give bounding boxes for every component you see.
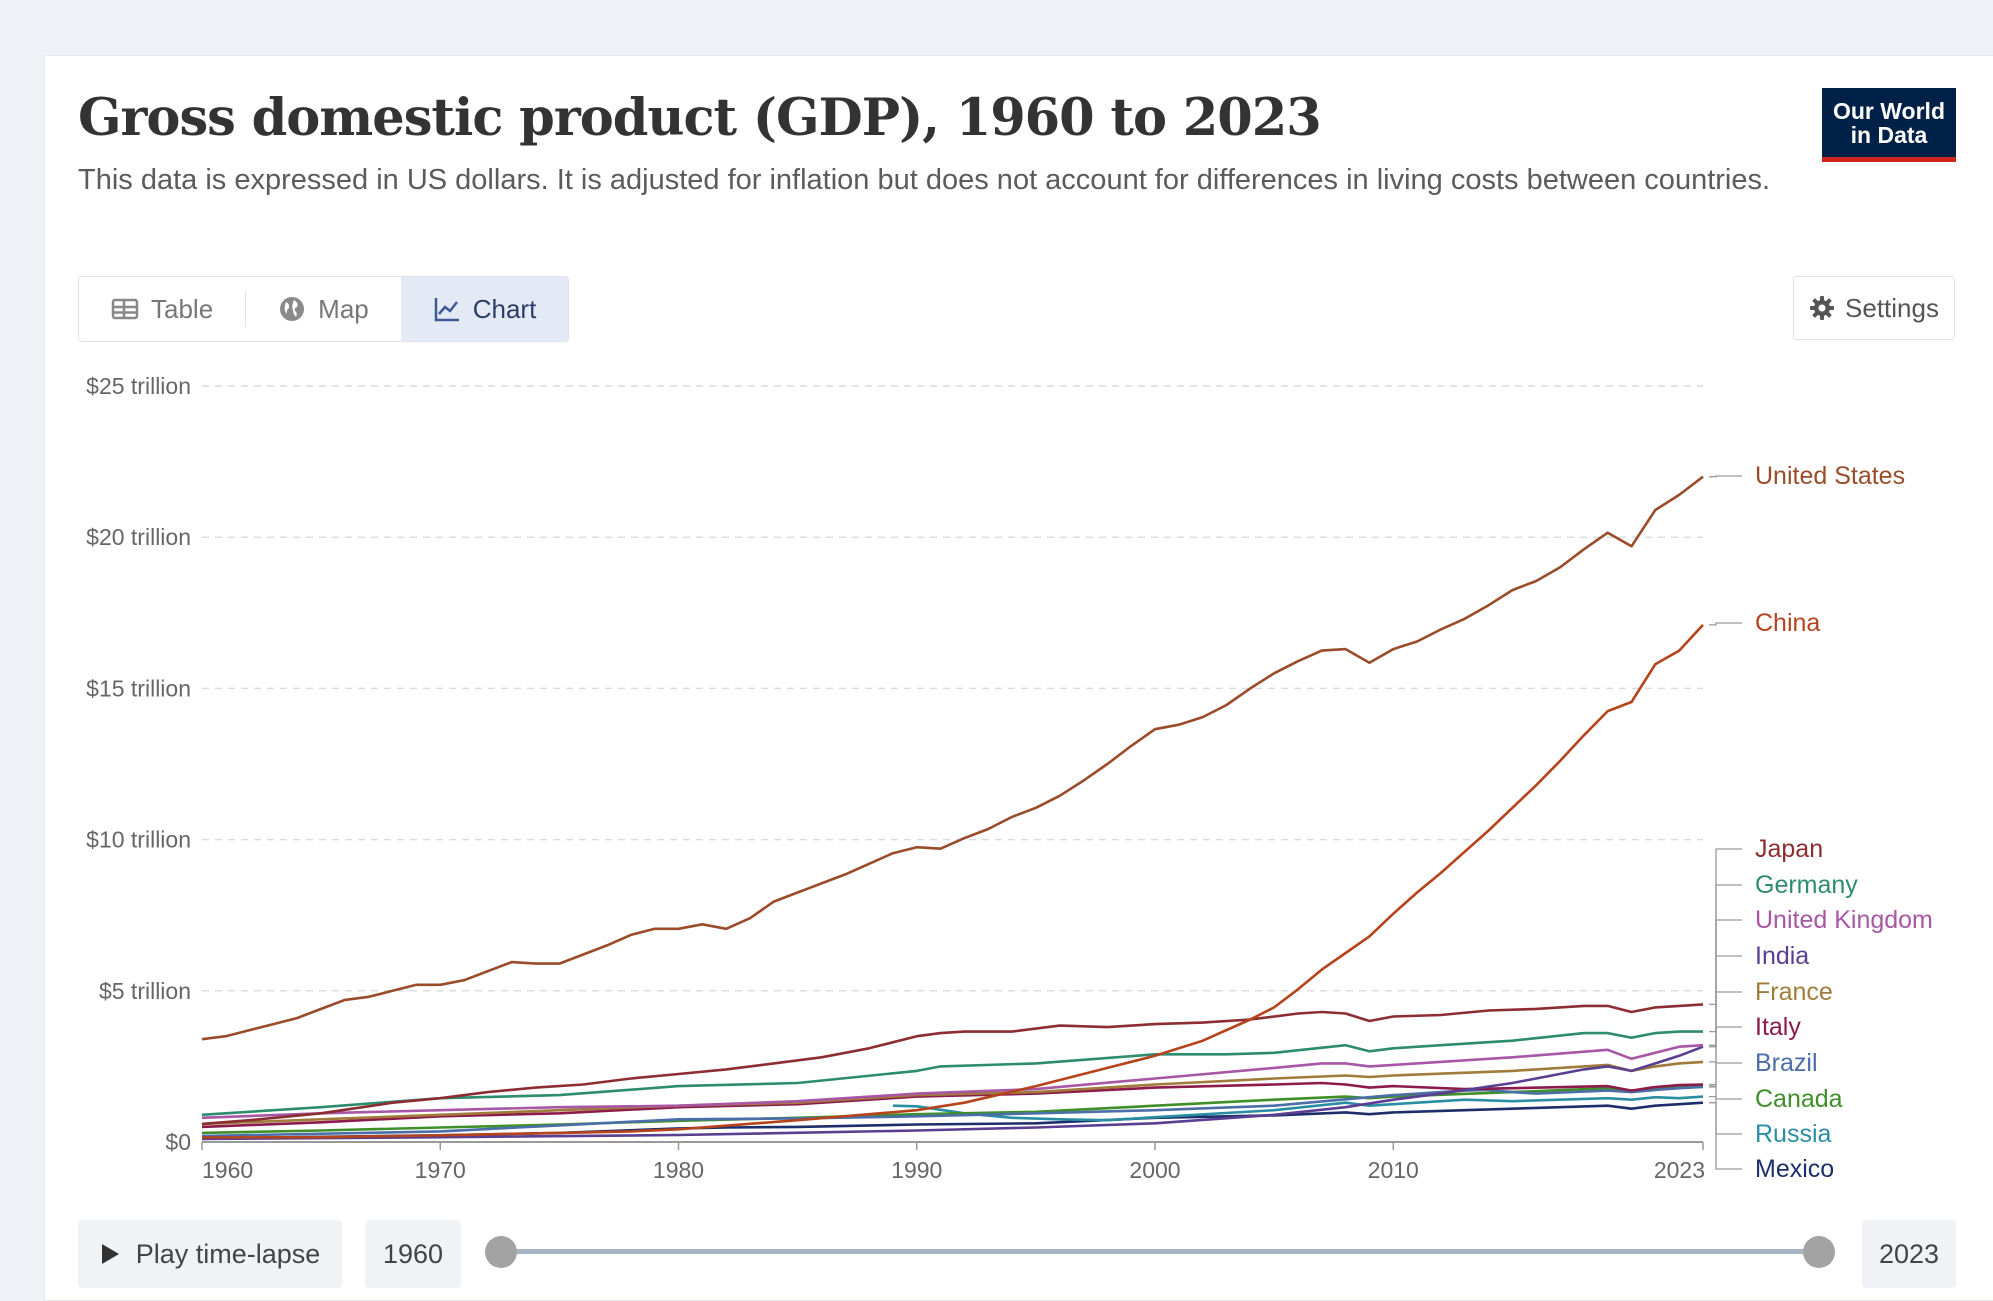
- chart-grid: [202, 385, 1703, 992]
- series-line: [201, 624, 1704, 1139]
- tab-chart-label: Chart: [472, 293, 537, 324]
- timeline-start-handle[interactable]: [485, 1236, 517, 1268]
- legend-label: Italy: [1755, 1013, 1801, 1041]
- y-tick-label: $20 trillion: [86, 524, 191, 550]
- globe-icon: [280, 297, 305, 321]
- legend-label: France: [1755, 978, 1833, 1006]
- series-line: [201, 1085, 1704, 1138]
- legend-label: Canada: [1755, 1085, 1843, 1113]
- tab-chart[interactable]: Chart: [400, 277, 569, 341]
- y-tick-label: $10 trillion: [86, 827, 191, 853]
- view-tabs: Table Map Chart: [78, 276, 570, 342]
- y-tick-label: $25 trillion: [86, 373, 191, 399]
- legend-label: India: [1755, 942, 1809, 970]
- y-tick-label: $15 trillion: [86, 675, 191, 701]
- timeline-start-year[interactable]: 1960: [365, 1220, 461, 1288]
- legend-connector: [1709, 1062, 1742, 1088]
- y-tick-label: $0: [165, 1129, 191, 1155]
- series-line: [201, 1101, 1704, 1140]
- legend-connector: [1709, 1026, 1742, 1086]
- legend-label: United States: [1755, 462, 1905, 490]
- legend-label: Germany: [1755, 871, 1858, 899]
- series-line: [201, 1003, 1704, 1126]
- owid-logo[interactable]: Our World in Data: [1822, 88, 1956, 162]
- legend-connector: [1709, 622, 1742, 626]
- x-tick-label: 2023: [1654, 1157, 1705, 1183]
- series-line: [201, 1045, 1704, 1141]
- legend-connector: [1709, 848, 1742, 1006]
- legend-connector: [1709, 955, 1742, 1048]
- play-timelapse-button[interactable]: Play time-lapse: [78, 1220, 342, 1288]
- chart-subtitle: This data is expressed in US dollars. It…: [78, 164, 1771, 196]
- legend-label: Japan: [1755, 835, 1823, 863]
- series-line: [201, 1030, 1703, 1117]
- line-chart-icon: [434, 298, 459, 322]
- chart-legend: United States China Japan Germany United Kin…: [1709, 462, 1933, 1183]
- legend-label: China: [1755, 609, 1820, 637]
- x-tick-label: 2000: [1129, 1157, 1180, 1183]
- series-line: [892, 1095, 1704, 1122]
- legend-label: Russia: [1755, 1120, 1832, 1148]
- timeline-end-handle[interactable]: [1803, 1236, 1835, 1268]
- settings-button[interactable]: Settings: [1793, 276, 1955, 340]
- legend-connector: [1709, 1102, 1742, 1170]
- series-line: [201, 475, 1704, 1041]
- x-tick-label: 1990: [891, 1157, 942, 1183]
- series-line: [201, 1081, 1704, 1129]
- tab-table[interactable]: Table: [79, 277, 245, 341]
- logo-line-2: in Data: [1850, 122, 1928, 148]
- y-tick-label: $5 trillion: [99, 978, 191, 1004]
- legend-connector: [1709, 884, 1742, 1033]
- table-icon: [111, 298, 139, 320]
- chart-axes: $0 $5 trillion $10 trillion $15 trillion $20…: [86, 373, 1705, 1183]
- legend-label: Mexico: [1755, 1155, 1834, 1183]
- tab-divider: [245, 291, 247, 327]
- series-line: [201, 1043, 1704, 1120]
- x-tick-label: 1980: [653, 1157, 704, 1183]
- x-tick-label: 1960: [202, 1157, 253, 1183]
- play-icon: [101, 1244, 119, 1264]
- x-tick-label: 2010: [1368, 1157, 1419, 1183]
- logo-line-1: Our World: [1832, 98, 1945, 124]
- tab-table-label: Table: [151, 293, 214, 324]
- timeline-end-year[interactable]: 2023: [1862, 1220, 1956, 1288]
- tab-map[interactable]: Map: [246, 277, 401, 341]
- play-label: Play time-lapse: [135, 1238, 321, 1269]
- legend-label: United Kingdom: [1755, 906, 1933, 934]
- gear-icon: [1810, 296, 1835, 320]
- timeline-slider-track[interactable]: [502, 1249, 1820, 1254]
- x-tick-label: 1970: [415, 1157, 466, 1183]
- chart-series-lines: [201, 475, 1704, 1141]
- settings-label: Settings: [1845, 292, 1939, 323]
- legend-connector: [1709, 475, 1742, 478]
- tab-map-label: Map: [318, 293, 369, 324]
- legend-label: Brazil: [1755, 1049, 1818, 1077]
- chart-title: Gross domestic product (GDP), 1960 to 20…: [78, 88, 1322, 148]
- legend-connector: [1709, 1085, 1742, 1100]
